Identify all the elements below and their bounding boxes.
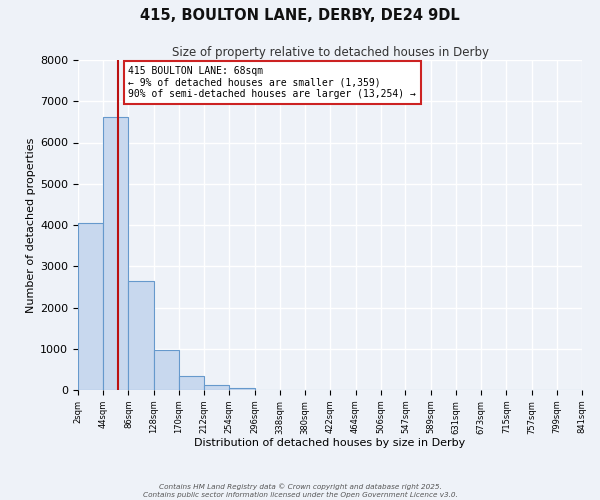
Title: Size of property relative to detached houses in Derby: Size of property relative to detached ho… [172, 46, 488, 59]
Bar [78, 223, 103, 390]
X-axis label: Distribution of detached houses by size in Derby: Distribution of detached houses by size … [194, 438, 466, 448]
Bar [179, 376, 204, 390]
Bar [154, 350, 179, 390]
Bar [204, 386, 229, 390]
Text: 415 BOULTON LANE: 68sqm
← 9% of detached houses are smaller (1,359)
90% of semi-: 415 BOULTON LANE: 68sqm ← 9% of detached… [128, 66, 416, 100]
Y-axis label: Number of detached properties: Number of detached properties [26, 138, 36, 312]
Text: 415, BOULTON LANE, DERBY, DE24 9DL: 415, BOULTON LANE, DERBY, DE24 9DL [140, 8, 460, 22]
Bar [128, 280, 154, 390]
Bar [229, 388, 254, 390]
Bar [103, 117, 128, 390]
Text: Contains HM Land Registry data © Crown copyright and database right 2025.
Contai: Contains HM Land Registry data © Crown c… [143, 484, 457, 498]
